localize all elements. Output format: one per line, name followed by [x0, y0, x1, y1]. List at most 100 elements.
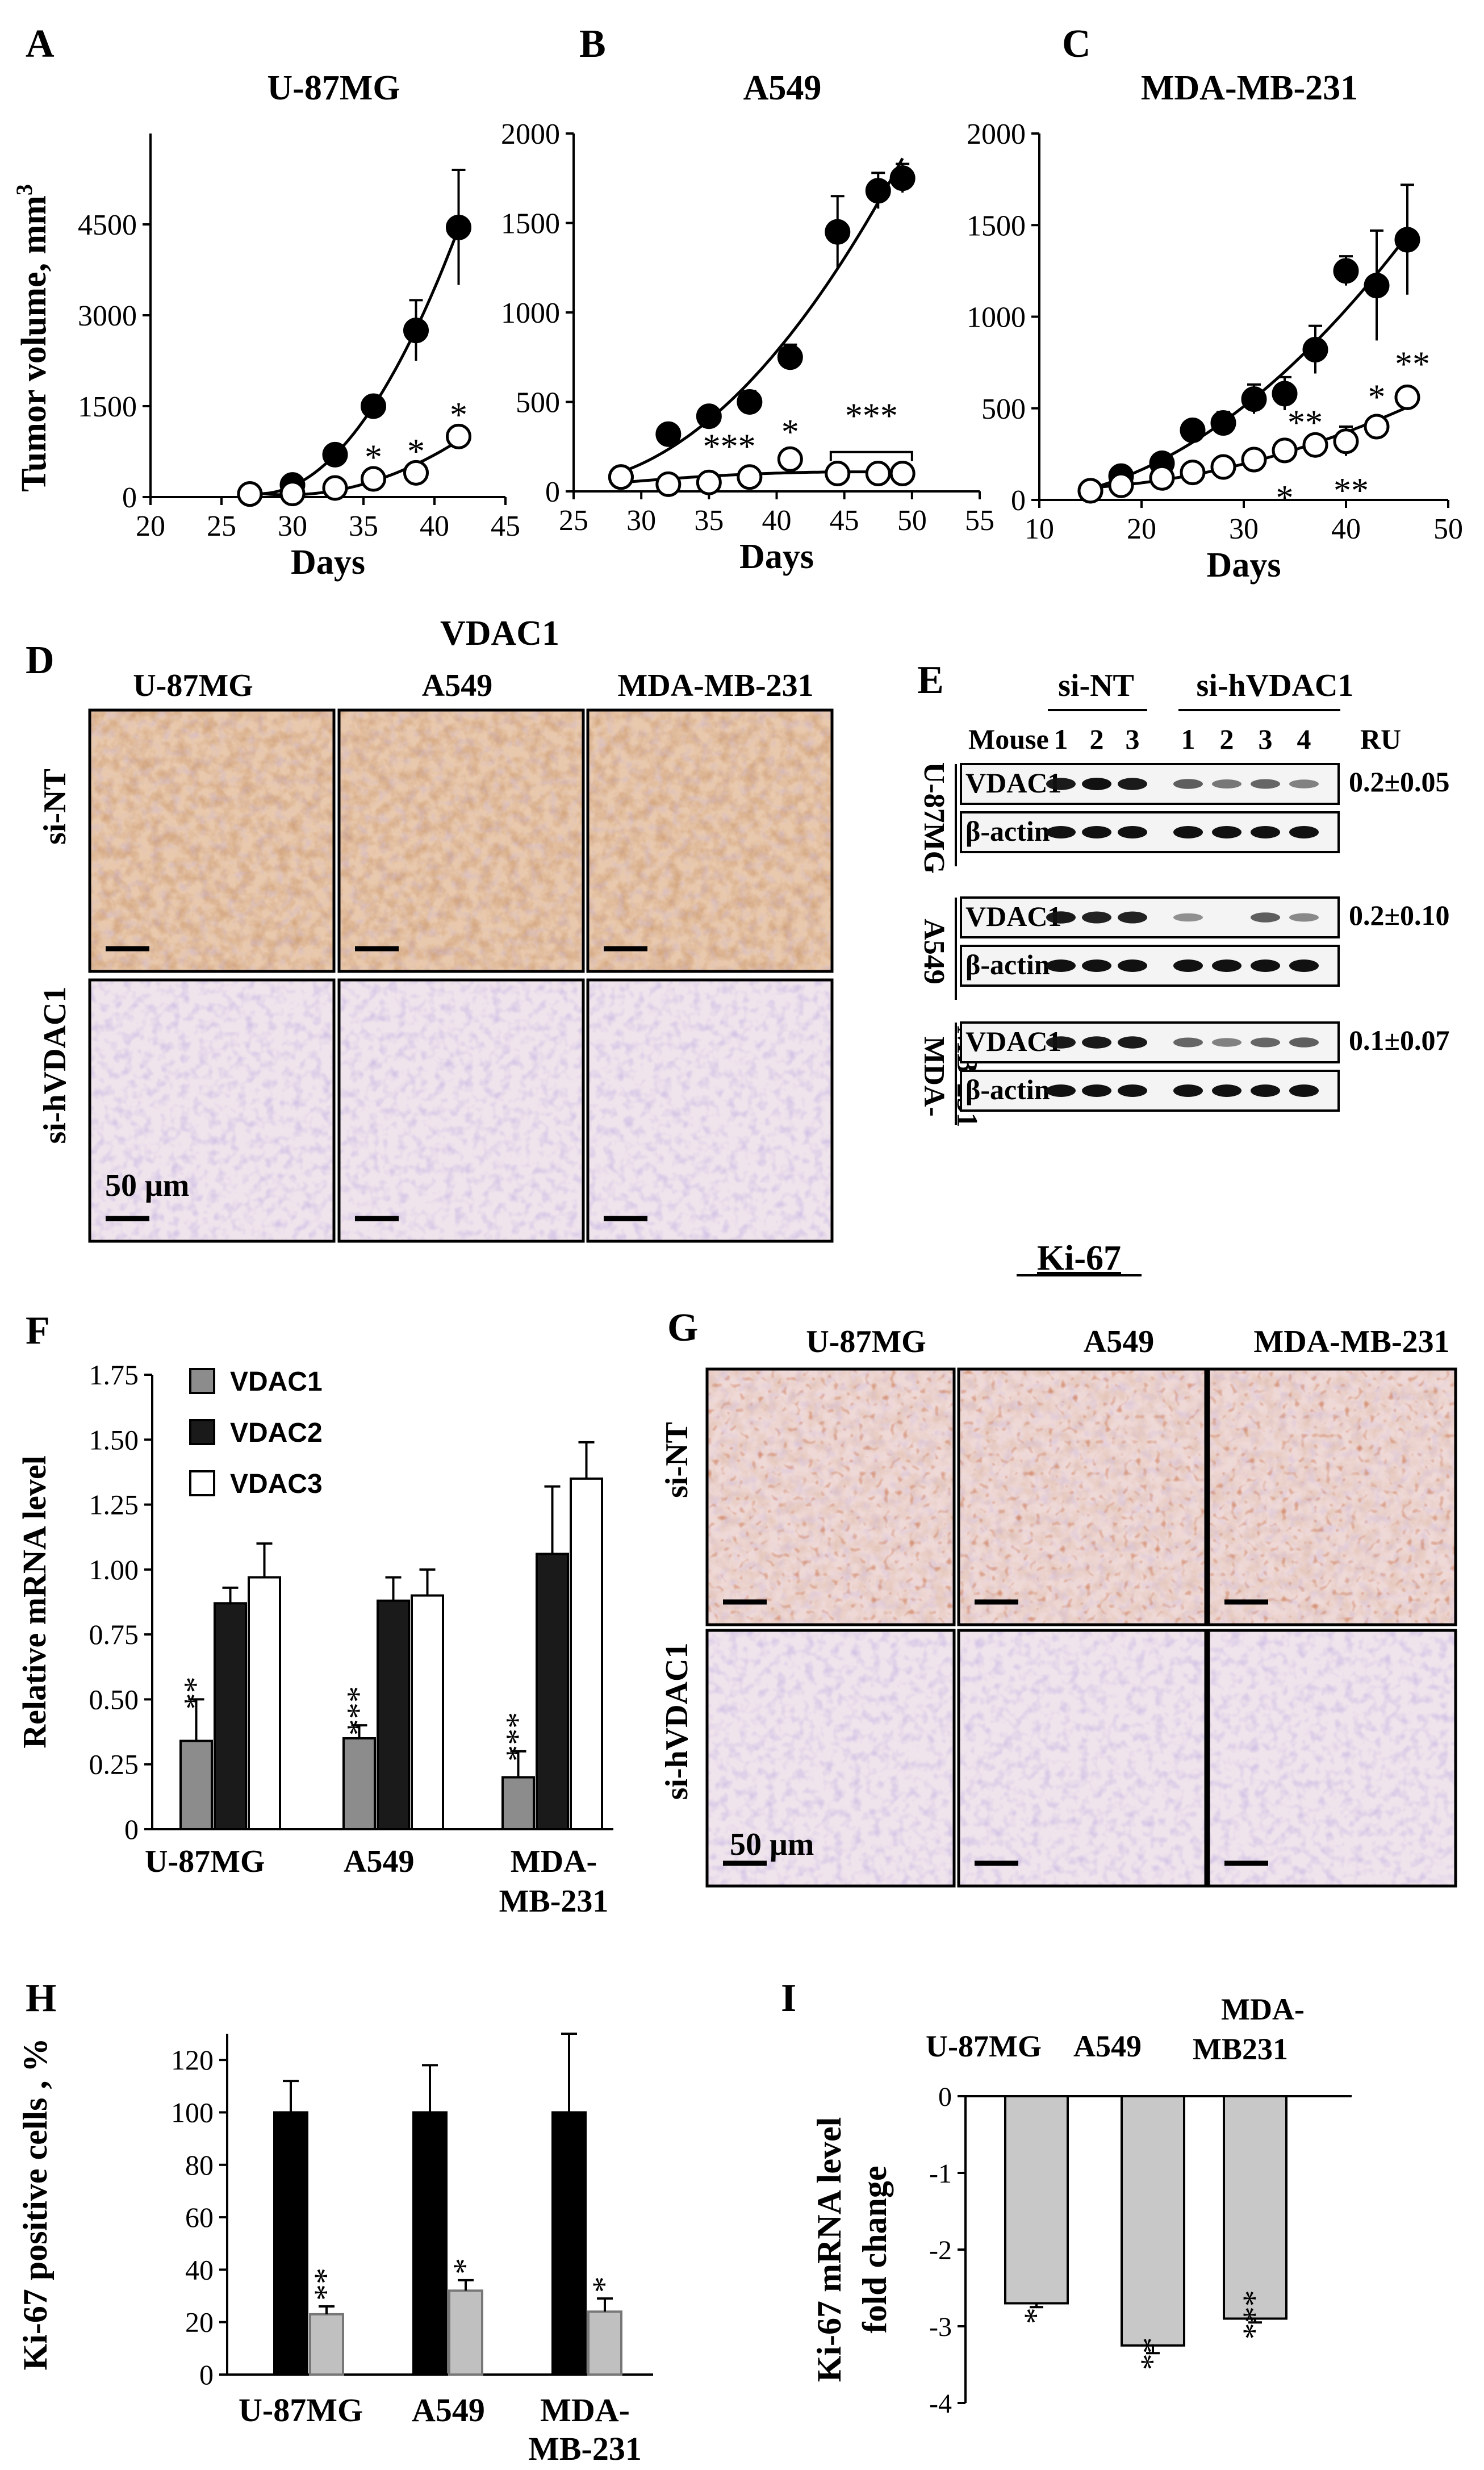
panel-e-group-sint: si-NT [1058, 668, 1134, 703]
significance-marker: ** [1333, 472, 1369, 510]
y-tick-label: 0 [545, 476, 560, 508]
panel-d-row-sihvdac1: si-hVDAC1 [37, 987, 73, 1144]
data-point-knockdown [1364, 414, 1390, 440]
panel-g-col-a549: A549 [1084, 1324, 1154, 1359]
blot-band [1082, 1084, 1111, 1097]
y-axis-label-superscript: 3 [11, 184, 37, 195]
x-tick-label: 30 [1229, 513, 1259, 545]
relative-units-value: 0.1±0.07 [1349, 1024, 1449, 1056]
data-point-knockdown [1394, 384, 1420, 410]
blot-band [1212, 826, 1241, 838]
data-point-knockdown [1149, 465, 1175, 491]
category-label-line2: MB231 [1193, 2032, 1288, 2066]
y-tick-label: 1.75 [89, 1359, 139, 1391]
blot-band [1046, 1036, 1076, 1049]
panel-g-title: Ki-67 [1037, 1239, 1121, 1278]
ihc-positive-nuclei [1209, 1369, 1456, 1625]
data-point-control [1241, 386, 1267, 412]
data-point-knockdown [1077, 478, 1103, 504]
panel-label-i: I [781, 1976, 796, 2020]
significance-marker: * [586, 2276, 622, 2293]
data-point-knockdown [655, 471, 682, 497]
chart-i-ki67-mrna: 0-1-2-3-4Ki-67 mRNA level fold change ****… [810, 1992, 1352, 2419]
ihc-nuclei [707, 1630, 954, 1886]
ihc-image-1-2 [586, 978, 834, 1243]
ihc-frame [1207, 1367, 1457, 1626]
blot-band [1212, 959, 1241, 972]
ihc-frame [705, 1629, 956, 1888]
y-tick-label: 20 [185, 2306, 214, 2338]
y-tick-label: 120 [171, 2044, 214, 2076]
data-point-control [1364, 273, 1390, 299]
panel-e-ru-label: RU [1360, 723, 1401, 755]
relative-units-value: 0.2±0.05 [1349, 766, 1449, 798]
series-control-trendline [249, 227, 460, 495]
blot-band [1118, 1084, 1147, 1097]
actin-band-label: β-actin [965, 1074, 1050, 1105]
y-tick-label: 500 [516, 387, 560, 419]
legend-label: VDAC3 [230, 1469, 323, 1499]
significance-marker: * [446, 2258, 483, 2275]
blot-band [1046, 778, 1076, 790]
y-tick-label: 0.75 [89, 1618, 139, 1650]
blot-band [1289, 826, 1319, 838]
blot-band [1251, 912, 1280, 923]
blot-band [1118, 778, 1147, 790]
chart-h-ki67-positive: 0 20 40 60 80 100 120 Ki-67 positive cells , % *… [16, 2033, 653, 2467]
ihc-frame [337, 978, 585, 1243]
blot-cell-line-label: A549 [918, 919, 950, 984]
y-tick-label: 2000 [501, 118, 560, 151]
y-tick-label: -4 [929, 2389, 952, 2419]
panel-d-title: VDAC1 [440, 614, 559, 653]
significance-marker: * [1017, 2308, 1054, 2324]
ihc-frame [957, 1629, 1207, 1888]
significance-marker: ** [1287, 404, 1323, 443]
ihc-image-0-0 [88, 708, 336, 973]
data-point-control [1180, 417, 1206, 443]
significance-marker: ** [307, 2268, 344, 2301]
panel-d-col-mda: MDA-MB-231 [617, 668, 813, 703]
data-point-knockdown [889, 461, 916, 486]
bar-vdac3 [411, 1594, 444, 1831]
data-point-knockdown [777, 446, 803, 472]
category-label: A549 [344, 1844, 414, 1879]
panel-d-vdac1-ihc: VDAC1 U-87MG A549 MDA-MB-231 si-NT si-hV… [37, 614, 834, 1243]
ihc-image-0-2 [586, 708, 834, 973]
bar-control [273, 2111, 308, 2376]
x-axis-label: Days [291, 543, 365, 582]
data-point-knockdown [1210, 454, 1236, 480]
chart-f-vdac-mrna: 0 0.25 0.50 0.75 1.00 1.25 1.50 1.75 Relative mR… [16, 1359, 613, 1919]
lane-number: 3 [1126, 723, 1140, 755]
category-label-line2: MB-231 [528, 2430, 642, 2467]
ihc-image-0-0 [705, 1367, 956, 1626]
y-tick-label: 1000 [967, 302, 1026, 334]
ihc-frame [1207, 1629, 1457, 1888]
bar-vdac2 [214, 1602, 247, 1830]
bar-ki67-mrna [1121, 2095, 1185, 2347]
blot-band [1212, 779, 1241, 788]
ihc-frame [586, 708, 834, 973]
data-point-control [696, 403, 722, 429]
legend-swatch-vdac1 [189, 1368, 215, 1394]
ihc-image-1-0 [88, 978, 336, 1243]
y-tick-label: 60 [185, 2201, 214, 2233]
category-label-line1: MDA- [1221, 1992, 1305, 2026]
blot-cell-line-label: U-87MG [918, 762, 950, 874]
ihc-positive-nuclei [707, 1369, 954, 1625]
category-label: A549 [1073, 2029, 1142, 2063]
series-control-trendline [620, 157, 904, 474]
bar-knockdown [587, 2310, 622, 2376]
significance-marker: * [450, 396, 467, 435]
panel-g-scale-label: 50 μm [730, 1827, 814, 1862]
chart-a-tumor-growth: 0 1500 3000 4500 20 25 30 35 40 45 Days U-87MG Tumor… [11, 69, 520, 582]
x-tick-label: 20 [136, 510, 165, 543]
y-tick-label: 1.50 [89, 1424, 139, 1455]
significance-marker: *** [703, 427, 756, 466]
blot-band [1046, 826, 1076, 838]
panel-d-scale-label: 50 μm [105, 1168, 189, 1203]
y-tick-label: 0 [199, 2359, 214, 2390]
data-point-control [1394, 227, 1420, 253]
x-tick-label: 45 [491, 510, 520, 543]
data-point-knockdown [361, 466, 386, 492]
